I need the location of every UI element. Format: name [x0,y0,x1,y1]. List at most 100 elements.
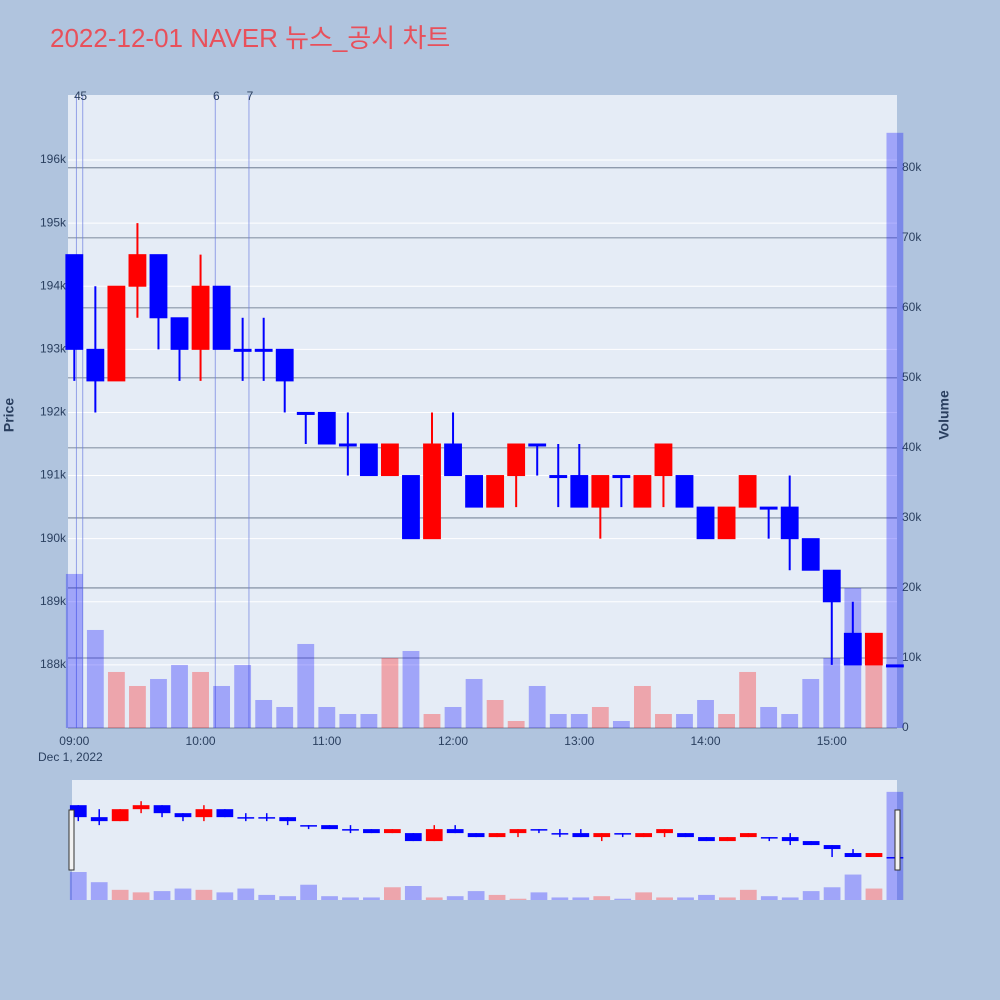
candle-body [212,285,231,350]
mini-candle-body [677,833,694,838]
volume-bar [381,657,399,728]
range-handle-left[interactable] [68,809,75,871]
y2-tick-label: 0 [902,720,909,734]
candle-body [191,285,210,350]
mini-candle-body [656,829,673,834]
mini-volume-bar [551,897,569,900]
mini-candle-body [739,833,757,838]
mini-volume-bar [132,892,150,900]
mini-volume-bar [635,892,653,900]
mini-candle-body [258,817,276,819]
mini-volume-bar [300,884,317,900]
candle-body [864,632,883,666]
y2-tick-label: 60k [902,300,922,314]
candle-body [696,506,715,540]
x-tick-label: 10:00 [186,734,216,748]
y-tick-label: 196k [40,152,67,166]
volume-bar [781,713,799,728]
volume-bar [65,573,83,728]
mini-volume-bar [383,887,401,900]
x-tick-label: 12:00 [438,734,468,748]
mini-volume-bar [656,897,673,900]
candle-body [591,475,610,508]
mini-volume-bar [530,892,548,900]
mini-candle-body [321,825,338,830]
mini-candle-body [132,805,150,810]
volume-bar [171,664,188,728]
mini-volume-bar [446,896,464,900]
y2-tick-label: 70k [902,230,922,244]
mini-volume-bar [321,896,338,900]
mini-volume-bar [719,897,736,900]
volume-bar [802,678,820,728]
mini-volume-bar [698,894,715,900]
mini-candle-body [802,841,820,846]
candle-body [801,538,820,571]
volume-bar [234,664,252,728]
candle-body [107,285,126,382]
mini-volume-bar [488,894,506,900]
y-tick-label: 191k [40,468,67,482]
volume-bar [486,699,504,728]
mini-candle-body [781,837,799,842]
volume-bar [823,657,841,728]
candle-body [612,475,631,479]
news-label: 4 [74,89,81,103]
mini-candle-body [237,817,255,819]
y-tick-label: 193k [40,342,67,356]
volume-bar [129,685,146,728]
candle-body [381,443,399,477]
x-tick-label: 09:00 [59,734,89,748]
mini-candle-body [467,833,485,838]
candle-body [465,475,483,508]
news-label: 6 [213,89,220,103]
mini-volume-bar [153,891,171,900]
volume-bar [697,699,714,728]
y-tick-label: 192k [40,405,67,419]
mini-volume-bar [760,896,778,900]
candle-body [128,254,147,287]
mini-volume-bar [572,897,590,900]
y2-tick-label: 20k [902,580,922,594]
volume-bar [760,706,778,728]
candle-body [759,506,778,510]
mini-volume-bar [342,897,359,900]
volume-bar [676,713,693,728]
mini-volume-bar [363,897,380,900]
y-tick-label: 194k [40,278,67,292]
volume-bar [886,132,904,728]
volume-bar [402,650,420,728]
mini-volume-bar [865,888,883,900]
mini-candle-body [279,817,297,822]
mini-volume-bar [677,897,694,900]
mini-candle-body [530,829,548,831]
mini-candle-body [174,813,192,818]
mini-candle-body [425,829,443,842]
mini-candle-body [300,825,317,827]
y2-tick-label: 30k [902,510,922,524]
candle-body [570,475,589,508]
volume-bar [465,678,483,728]
candle-body [233,348,252,352]
mini-candle-body [823,845,841,850]
mini-volume-bar [258,894,276,900]
x-tick-label: 14:00 [691,734,721,748]
mini-volume-bar [216,892,234,900]
volume-bar [213,685,231,728]
volume-bar [718,713,735,728]
candle-body [549,475,568,479]
y2-axis-title: Volume [936,390,952,440]
mini-candle-body [760,837,778,839]
candle-body [507,443,526,477]
range-handle-right[interactable] [894,809,901,871]
volume-bar [528,685,546,728]
mini-volume-bar [802,891,820,900]
volume-bar [612,720,630,728]
mini-candle-body [865,853,883,858]
candle-body [149,254,168,319]
volume-bar [570,713,588,728]
mini-volume-bar [174,888,192,900]
mini-candle-body [719,837,736,842]
mini-volume-bar [90,882,108,900]
